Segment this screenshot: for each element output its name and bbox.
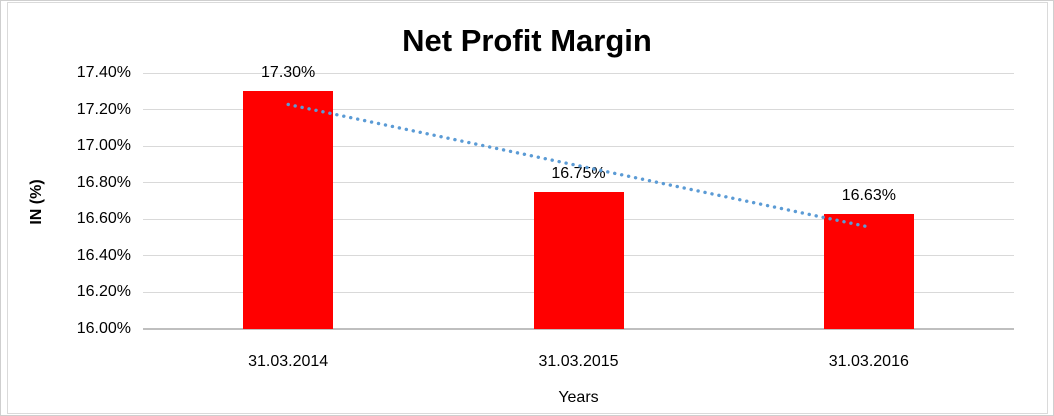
bar-value-label: 17.30% [261,64,316,82]
y-axis-tick-label: 16.00% [76,320,131,337]
bar-value-label: 16.63% [841,186,896,204]
trendline-path [286,102,871,229]
x-axis-tick-label: 31.03.2015 [538,353,619,370]
x-axis-tick-label: 31.03.2016 [828,353,909,370]
y-axis-tick-label: 17.20% [76,100,131,118]
bar-value-label: 16.75% [551,164,606,182]
y-axis-tick-label: 16.40% [76,246,131,264]
x-axis-line [143,328,1014,330]
bar-31.03.2016 [823,213,914,329]
y-axis-tick-label: 16.60% [76,210,131,228]
gridline [143,182,1014,184]
x-axis-tick-label: 31.03.2014 [248,353,329,370]
x-axis-title: Years [558,389,599,406]
y-axis-tick-label: 16.80% [76,173,131,191]
chart-title: Net Profit Margin [402,23,652,58]
gridline [143,145,1014,147]
y-axis-tick-label: 17.00% [76,137,131,155]
y-axis-tick-label: 16.20% [76,283,131,301]
bar-31.03.2014 [243,91,334,329]
trendline [286,102,871,229]
y-axis-tick-label: 17.40% [76,64,131,81]
gridline [143,72,1014,74]
plot-area: 17.30% 16.75% 16.63% [143,64,1014,330]
bar-31.03.2015 [533,191,624,329]
gridline [143,109,1014,111]
